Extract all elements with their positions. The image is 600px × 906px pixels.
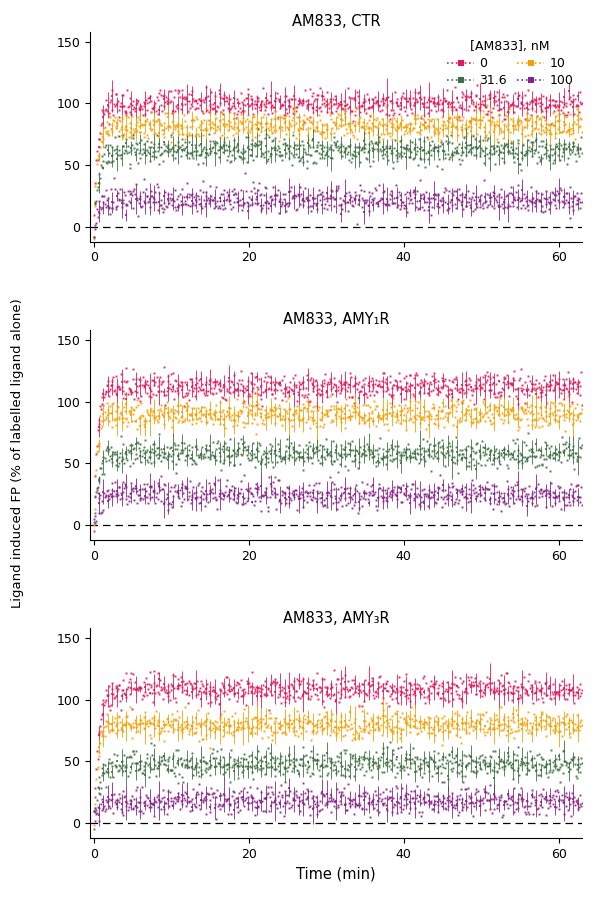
Legend: 0, 31.6, 10, 100: 0, 31.6, 10, 100 [444,38,576,90]
X-axis label: Time (min): Time (min) [296,866,376,882]
Title: AM833, AMY₃R: AM833, AMY₃R [283,611,389,625]
Title: AM833, CTR: AM833, CTR [292,14,380,29]
Text: Ligand induced FP (% of labelled ligand alone): Ligand induced FP (% of labelled ligand … [11,298,25,608]
Title: AM833, AMY₁R: AM833, AMY₁R [283,313,389,327]
